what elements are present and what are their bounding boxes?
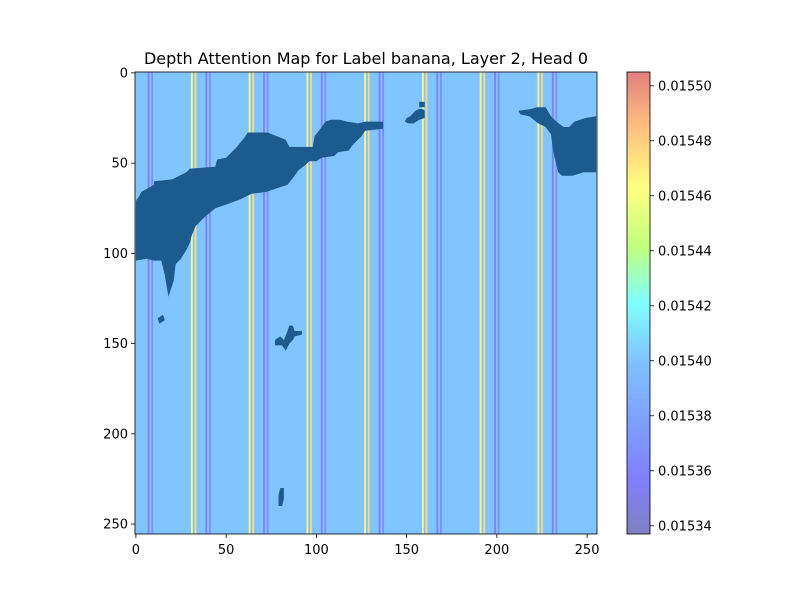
heatmap-stripe [436, 72, 439, 534]
chart-title: Depth Attention Map for Label banana, La… [144, 49, 588, 68]
heatmap-stripe [310, 72, 312, 534]
heatmap-stripe [248, 72, 251, 534]
x-tick-label: 150 [394, 543, 419, 558]
heatmap-stripe [367, 72, 370, 534]
colorbar-tick-label: 0.01542 [658, 299, 712, 314]
y-axis: 0 50 100 150 200 250 [103, 66, 135, 533]
heatmap-stripe [551, 72, 554, 534]
heatmap-stripe [494, 72, 496, 534]
x-tick-label: 250 [575, 543, 600, 558]
heatmap-stripe [190, 72, 193, 534]
y-tick-label: 150 [103, 337, 128, 352]
heatmap-stripe [382, 72, 385, 534]
heatmap-stripe [320, 72, 323, 534]
x-axis: 0 50 100 150 200 250 [132, 534, 600, 558]
y-tick-label: 250 [103, 518, 128, 533]
colorbar-tick-label: 0.01538 [658, 409, 712, 424]
heatmap-stripe [421, 72, 424, 534]
heatmap-stripe [266, 72, 269, 534]
colorbar-ticks: 0.01534 0.01536 0.01538 0.01540 0.01542 0.015… [650, 79, 712, 534]
colorbar-tick-label: 0.01540 [658, 354, 712, 369]
small-blob-a [404, 109, 425, 124]
heatmap-stripe [479, 72, 482, 534]
colorbar-tick-label: 0.01548 [658, 134, 712, 149]
heatmap-stripe [205, 72, 208, 534]
small-blob-c [157, 314, 165, 324]
heatmap-stripe [194, 72, 197, 534]
colorbar [626, 71, 651, 535]
column-stripes [147, 72, 558, 534]
heatmap-stripe [497, 72, 500, 534]
colorbar-tick-label: 0.01544 [658, 244, 712, 259]
small-blob-b [419, 101, 425, 108]
heatmap-stripe [306, 72, 309, 534]
colorbar-tick-label: 0.01546 [658, 189, 712, 204]
heatmap-stripe [324, 72, 327, 534]
small-blob-d [274, 325, 302, 351]
y-tick-label: 100 [103, 247, 128, 262]
heatmap-stripe [555, 72, 558, 534]
heatmap-stripe [541, 72, 543, 534]
dark-overlay-regions [135, 101, 597, 506]
small-blob-e [278, 488, 284, 506]
heatmap-stripe [151, 72, 154, 534]
heatmap-stripe [439, 72, 442, 534]
x-tick-label: 100 [304, 543, 329, 558]
heatmap-stripe [208, 72, 211, 534]
heatmap-stripe [425, 72, 428, 534]
x-tick-label: 50 [218, 543, 235, 558]
colorbar-tick-label: 0.01536 [658, 464, 712, 479]
heatmap-stripe [147, 72, 150, 534]
y-tick-label: 200 [103, 427, 128, 442]
colorbar-tick-label: 0.01550 [658, 79, 712, 94]
heatmap-stripe [263, 72, 265, 534]
y-tick-label: 50 [111, 157, 128, 172]
heatmap-stripe [537, 72, 540, 534]
x-tick-label: 200 [484, 543, 509, 558]
colorbar-tick-label: 0.01534 [658, 519, 712, 534]
right-banana-region [518, 107, 597, 176]
plot-frame [134, 71, 598, 535]
main-banana-band [135, 119, 384, 297]
plot-area [135, 72, 597, 534]
heatmap-stripe [378, 72, 381, 534]
heatmap-stripe [252, 72, 255, 534]
heatmap-stripe [483, 72, 486, 534]
x-tick-label: 0 [132, 543, 140, 558]
y-tick-label: 0 [120, 66, 128, 81]
heatmap-stripe [364, 72, 366, 534]
